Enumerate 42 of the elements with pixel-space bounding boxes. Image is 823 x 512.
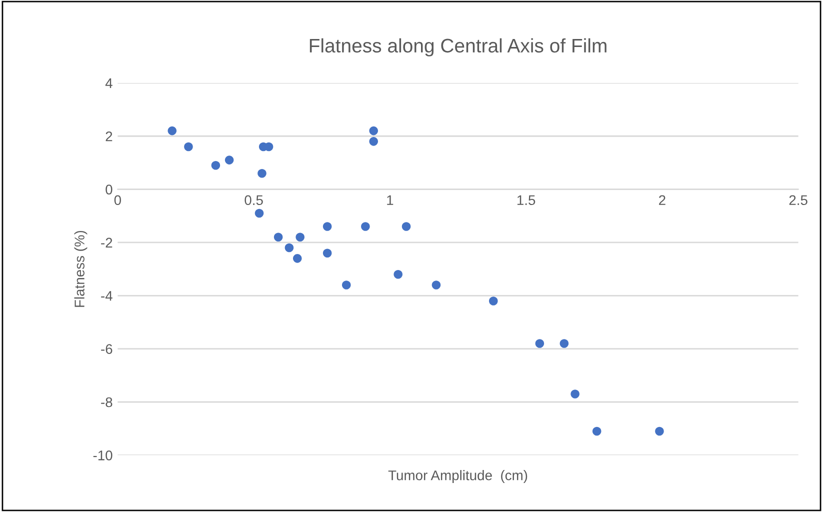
y-tick-label: 2 (106, 131, 112, 142)
x-tick-label: 1 (387, 195, 394, 205)
point (592, 426, 602, 436)
point (258, 168, 266, 178)
y-tick-label: -8 (101, 397, 112, 408)
y-tick-label: -2 (101, 238, 112, 248)
point (570, 390, 580, 398)
point (342, 280, 351, 290)
point (369, 137, 378, 146)
point (535, 339, 544, 348)
point (274, 232, 283, 242)
point (489, 296, 498, 306)
point (432, 280, 441, 290)
point (168, 126, 177, 136)
point (284, 243, 294, 252)
point (292, 254, 302, 263)
x-tick-label: 2.5 (789, 195, 808, 206)
x-tick-label: 1.5 (517, 195, 536, 206)
x-tick-label: 0 (114, 195, 122, 206)
y-axis-title: Flatness (%) (74, 230, 88, 307)
point (322, 222, 332, 231)
y-tick-label: -4 (101, 291, 112, 301)
point (184, 142, 193, 152)
point (361, 222, 370, 231)
chart-title: Flatness along Central Axis of Film (310, 38, 606, 56)
point (322, 248, 332, 258)
point (560, 339, 569, 348)
point (211, 160, 220, 170)
point (254, 208, 264, 218)
x-tick-label: 0.5 (244, 195, 263, 206)
point (369, 126, 378, 136)
point (394, 270, 402, 279)
point (224, 156, 234, 164)
y-tick-label: 4 (105, 78, 112, 88)
y-tick-label: -6 (101, 344, 112, 354)
y-tick-label: 0 (106, 184, 112, 194)
x-tick-label: 2 (659, 195, 666, 205)
point (655, 426, 664, 436)
x-axis-title: Tumor Amplitude (cm) (388, 470, 528, 484)
point (402, 222, 411, 231)
point (296, 232, 304, 242)
y-tick-label: -10 (93, 450, 112, 460)
